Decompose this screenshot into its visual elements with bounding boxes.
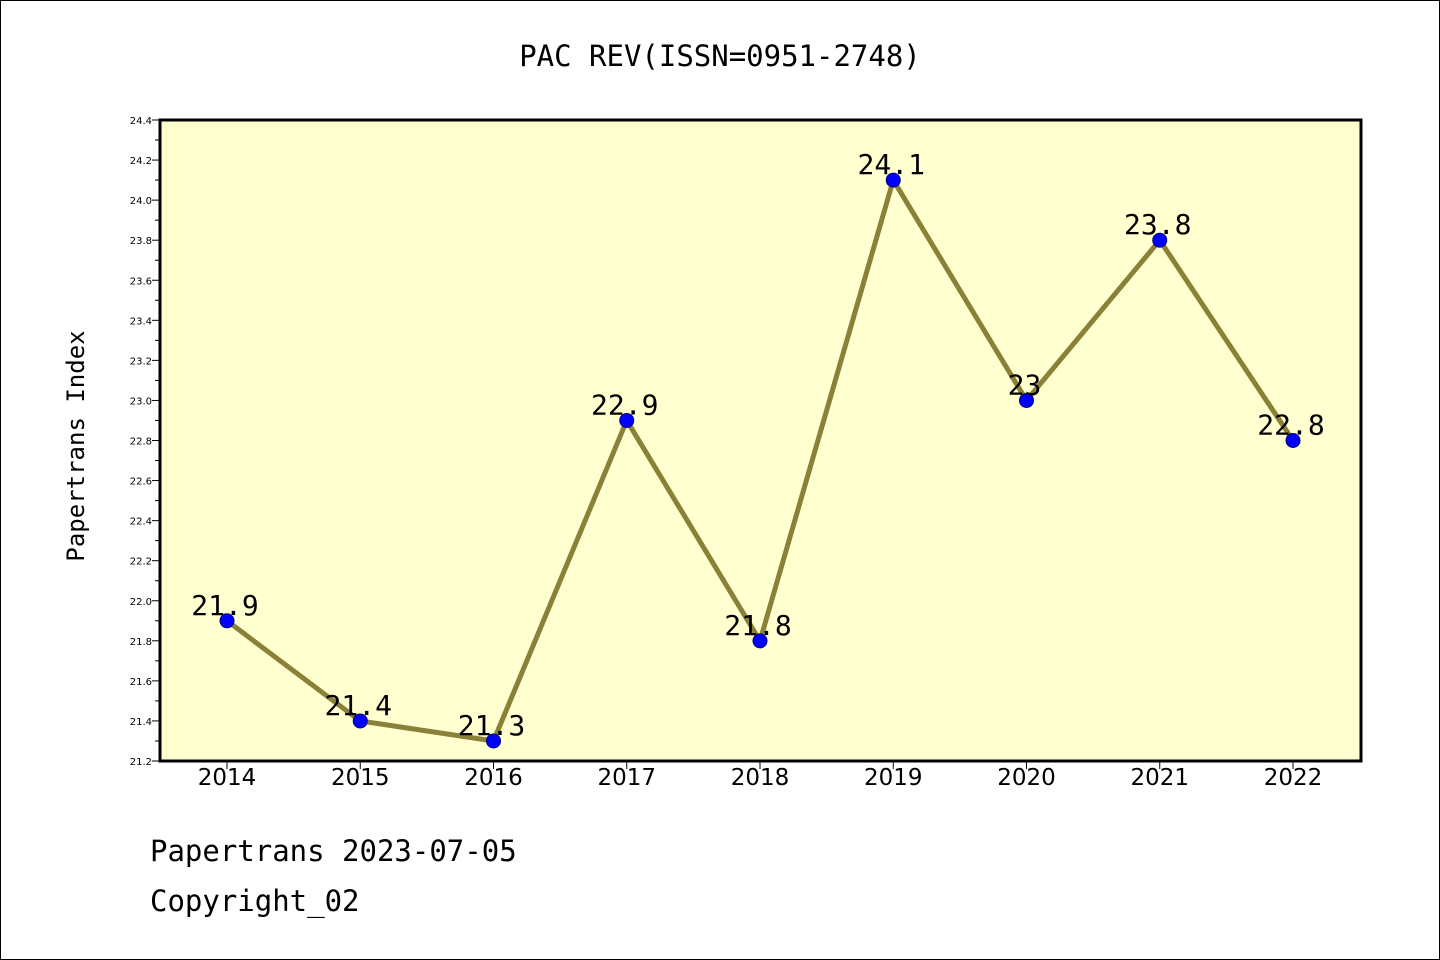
data-label-2017: 22.9 (591, 388, 658, 421)
x-tick-label-7: 2021 (1130, 765, 1189, 791)
x-tick-label-6: 2020 (997, 765, 1056, 791)
data-label-2021: 23.8 (1124, 208, 1191, 241)
x-tick-label-4: 2018 (731, 765, 790, 791)
y-axis-label: Papertrans Index (62, 330, 90, 561)
y-tick-label-3: 21.8 (130, 637, 152, 648)
y-tick-label-9: 23.0 (130, 396, 152, 407)
data-point-2018 (752, 633, 768, 649)
data-point-2017 (619, 412, 635, 428)
y-axis: 21.2 21.4 21.6 21.8 22.0 22.2 22.4 22.6 22.8 23.0… (130, 116, 160, 768)
y-tick-label-5: 22.2 (130, 557, 152, 568)
data-point-2014 (219, 613, 235, 629)
data-label-2018: 21.8 (724, 609, 791, 642)
y-tick-label-15: 24.2 (130, 156, 152, 167)
x-tick-label-1: 2015 (331, 765, 390, 791)
data-points (219, 172, 1301, 749)
y-tick-label-6: 22.4 (130, 517, 152, 528)
y-tick-label-14: 24.0 (130, 196, 152, 207)
y-tick-label-2: 21.6 (130, 677, 152, 688)
data-label-2016: 21.3 (458, 709, 525, 742)
x-tick-label-5: 2019 (864, 765, 923, 791)
data-label-2019: 24.1 (858, 148, 925, 181)
y-tick-label-0: 21.2 (130, 757, 152, 768)
x-tick-label-3: 2017 (597, 765, 656, 791)
plot-area (158, 118, 1363, 763)
data-label-2015: 21.4 (325, 689, 392, 722)
x-axis: 2014 2015 2016 2017 2018 2019 2020 2021 2022 (198, 761, 1323, 791)
data-label-2020: 23 (1008, 368, 1042, 401)
y-tick-label-10: 23.2 (130, 356, 152, 367)
x-tick-label-8: 2022 (1264, 765, 1323, 791)
footer-date: Papertrans 2023-07-05 (150, 834, 517, 868)
data-point-2020 (1019, 392, 1034, 408)
chart-title: PAC REV(ISSN=0951-2748) (519, 39, 921, 73)
data-label-2014: 21.9 (191, 589, 258, 622)
data-labels: 21.9 21.4 21.3 22.9 21.8 24.1 23 23.8 22.8 (191, 148, 1324, 742)
data-point-2016 (486, 733, 501, 749)
data-point-2021 (1152, 232, 1168, 248)
y-tick-label-8: 22.8 (130, 437, 152, 448)
data-point-2019 (885, 172, 901, 188)
data-label-2022: 22.8 (1257, 409, 1324, 442)
footer-copyright: Copyright_02 (150, 884, 360, 918)
y-tick-label-1: 21.4 (130, 717, 152, 728)
data-point-2015 (352, 713, 368, 729)
y-tick-label-13: 23.8 (130, 236, 152, 247)
y-tick-label-12: 23.6 (130, 276, 152, 287)
y-tick-label-11: 23.4 (130, 316, 152, 327)
y-tick-label-4: 22.0 (130, 597, 152, 608)
data-point-2022 (1285, 433, 1301, 448)
x-tick-label-0: 2014 (198, 765, 257, 791)
y-tick-label-16: 24.4 (130, 116, 152, 127)
x-tick-label-2: 2016 (464, 765, 523, 791)
y-tick-label-7: 22.6 (130, 477, 152, 488)
